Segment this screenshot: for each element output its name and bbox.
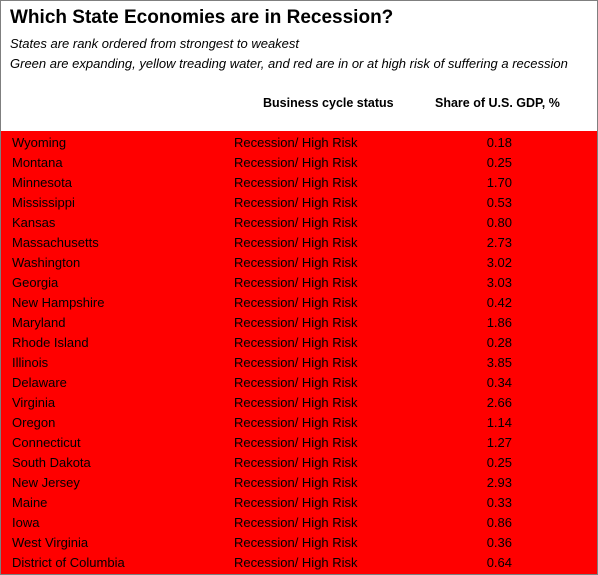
gdp-share-value: 0.86 <box>486 515 512 530</box>
state-table-body: Wyoming Recession/ High Risk 0.18 Montana Re… <box>1 133 597 573</box>
state-name: Iowa <box>12 515 40 530</box>
business-cycle-status: Recession/ High Risk <box>234 435 358 450</box>
column-header-status: Business cycle status <box>263 96 394 110</box>
table-row: Oregon Recession/ High Risk 1.14 <box>1 413 597 433</box>
state-name: Montana <box>12 155 63 170</box>
chart-subtitle-ranking: States are rank ordered from strongest t… <box>10 36 300 51</box>
business-cycle-status: Recession/ High Risk <box>234 455 358 470</box>
table-row: New Hampshire Recession/ High Risk 0.42 <box>1 293 597 313</box>
state-name: Maryland <box>12 315 66 330</box>
table-row: Delaware Recession/ High Risk 0.34 <box>1 373 597 393</box>
state-name: Oregon <box>12 415 56 430</box>
state-name: Illinois <box>12 355 49 370</box>
state-name: Virginia <box>12 395 56 410</box>
gdp-share-value: 0.42 <box>486 295 512 310</box>
gdp-share-value: 0.34 <box>486 375 512 390</box>
state-name: Kansas <box>12 215 56 230</box>
state-name: South Dakota <box>12 455 91 470</box>
table-row: Georgia Recession/ High Risk 3.03 <box>1 273 597 293</box>
table-row: New Jersey Recession/ High Risk 2.93 <box>1 473 597 493</box>
business-cycle-status: Recession/ High Risk <box>234 315 358 330</box>
business-cycle-status: Recession/ High Risk <box>234 475 358 490</box>
column-header-gdp-share: Share of U.S. GDP, % <box>435 96 560 110</box>
gdp-share-value: 0.64 <box>486 555 512 570</box>
state-name: Georgia <box>12 275 59 290</box>
business-cycle-status: Recession/ High Risk <box>234 295 358 310</box>
gdp-share-value: 3.02 <box>486 255 512 270</box>
gdp-share-value: 0.53 <box>486 195 512 210</box>
business-cycle-status: Recession/ High Risk <box>234 555 358 570</box>
gdp-share-value: 1.27 <box>486 435 512 450</box>
table-row: Maryland Recession/ High Risk 1.86 <box>1 313 597 333</box>
state-name: Wyoming <box>12 135 67 150</box>
business-cycle-status: Recession/ High Risk <box>234 135 358 150</box>
table-row: Maine Recession/ High Risk 0.33 <box>1 493 597 513</box>
table-row: Connecticut Recession/ High Risk 1.27 <box>1 433 597 453</box>
state-name: Maine <box>12 495 48 510</box>
state-name: Mississippi <box>12 195 75 210</box>
state-name: Washington <box>12 255 81 270</box>
state-name: New Hampshire <box>12 295 105 310</box>
gdp-share-value: 0.80 <box>486 215 512 230</box>
business-cycle-status: Recession/ High Risk <box>234 415 358 430</box>
table-row: Wyoming Recession/ High Risk 0.18 <box>1 133 597 153</box>
gdp-share-value: 3.85 <box>486 355 512 370</box>
state-name: Massachusetts <box>12 235 99 250</box>
gdp-share-value: 2.93 <box>486 475 512 490</box>
business-cycle-status: Recession/ High Risk <box>234 195 358 210</box>
business-cycle-status: Recession/ High Risk <box>234 375 358 390</box>
gdp-share-value: 1.14 <box>486 415 512 430</box>
state-name: Connecticut <box>12 435 81 450</box>
business-cycle-status: Recession/ High Risk <box>234 335 358 350</box>
business-cycle-status: Recession/ High Risk <box>234 155 358 170</box>
table-row: Washington Recession/ High Risk 3.02 <box>1 253 597 273</box>
state-name: District of Columbia <box>12 555 125 570</box>
table-row: West Virginia Recession/ High Risk 0.36 <box>1 533 597 553</box>
state-name: New Jersey <box>12 475 80 490</box>
table-row: Minnesota Recession/ High Risk 1.70 <box>1 173 597 193</box>
state-name: Minnesota <box>12 175 72 190</box>
table-row: Rhode Island Recession/ High Risk 0.28 <box>1 333 597 353</box>
gdp-share-value: 1.86 <box>486 315 512 330</box>
business-cycle-status: Recession/ High Risk <box>234 355 358 370</box>
table-row: Mississippi Recession/ High Risk 0.53 <box>1 193 597 213</box>
table-row: Iowa Recession/ High Risk 0.86 <box>1 513 597 533</box>
business-cycle-status: Recession/ High Risk <box>234 275 358 290</box>
business-cycle-status: Recession/ High Risk <box>234 515 358 530</box>
business-cycle-status: Recession/ High Risk <box>234 175 358 190</box>
chart-subtitle-legend: Green are expanding, yellow treading wat… <box>10 56 568 71</box>
gdp-share-value: 3.03 <box>486 275 512 290</box>
gdp-share-value: 0.18 <box>486 135 512 150</box>
business-cycle-status: Recession/ High Risk <box>234 215 358 230</box>
table-row: Kansas Recession/ High Risk 0.80 <box>1 213 597 233</box>
state-name: West Virginia <box>12 535 89 550</box>
table-row: Illinois Recession/ High Risk 3.85 <box>1 353 597 373</box>
recession-band <box>1 131 597 574</box>
gdp-share-value: 2.66 <box>486 395 512 410</box>
gdp-share-value: 1.70 <box>486 175 512 190</box>
business-cycle-status: Recession/ High Risk <box>234 495 358 510</box>
chart-title: Which State Economies are in Recession? <box>10 7 394 28</box>
gdp-share-value: 2.73 <box>486 235 512 250</box>
business-cycle-status: Recession/ High Risk <box>234 255 358 270</box>
table-row: Virginia Recession/ High Risk 2.66 <box>1 393 597 413</box>
table-row: Montana Recession/ High Risk 0.25 <box>1 153 597 173</box>
gdp-share-value: 0.25 <box>486 455 512 470</box>
business-cycle-status: Recession/ High Risk <box>234 395 358 410</box>
table-row: Massachusetts Recession/ High Risk 2.73 <box>1 233 597 253</box>
business-cycle-status: Recession/ High Risk <box>234 535 358 550</box>
table-row: South Dakota Recession/ High Risk 0.25 <box>1 453 597 473</box>
state-name: Rhode Island <box>12 335 89 350</box>
table-row: District of Columbia Recession/ High Risk… <box>1 553 597 573</box>
business-cycle-status: Recession/ High Risk <box>234 235 358 250</box>
gdp-share-value: 0.25 <box>486 155 512 170</box>
state-name: Delaware <box>12 375 67 390</box>
gdp-share-value: 0.28 <box>486 335 512 350</box>
gdp-share-value: 0.36 <box>486 535 512 550</box>
gdp-share-value: 0.33 <box>486 495 512 510</box>
